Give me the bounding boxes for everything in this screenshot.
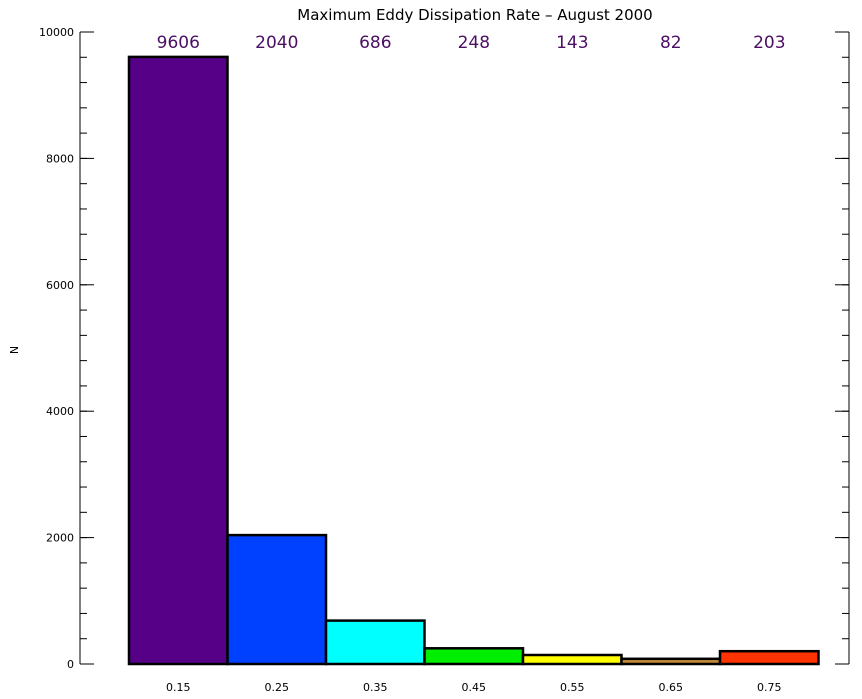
- bar-0-25: [226, 533, 328, 666]
- x-tick-label: 0.45: [462, 681, 487, 694]
- x-tick-label: 0.55: [560, 681, 585, 694]
- bars-group: [127, 55, 820, 666]
- y-tick-label: 6000: [46, 279, 74, 292]
- chart-title: Maximum Eddy Dissipation Rate – August 2…: [297, 6, 652, 24]
- bar-value-label: 686: [359, 33, 391, 53]
- y-axis-label: N: [8, 346, 21, 354]
- x-tick-label: 0.35: [363, 681, 388, 694]
- data-labels-group: 9606 2040 686 248 143 82 203: [157, 33, 786, 53]
- axes-group: 0 2000 4000 6000 8000 10000 0.15 0.25 0.35 0.45 0.…: [39, 26, 850, 694]
- y-tick-label: 2000: [46, 532, 74, 545]
- bar-0-55: [521, 653, 623, 666]
- bar-0-75: [718, 649, 820, 666]
- x-tick-label: 0.65: [659, 681, 684, 694]
- x-tick-label: 0.15: [166, 681, 191, 694]
- bar-0-65: [620, 657, 722, 666]
- x-tick-label: 0.25: [265, 681, 290, 694]
- bar-value-label: 143: [556, 33, 588, 53]
- y-tick-label: 8000: [46, 152, 74, 165]
- bar-value-label: 248: [458, 33, 490, 53]
- bar-value-label: 9606: [157, 33, 200, 53]
- bar-value-label: 82: [660, 33, 682, 53]
- y-tick-label: 10000: [39, 26, 74, 39]
- bar-value-label: 203: [753, 33, 785, 53]
- y-tick-label: 4000: [46, 405, 74, 418]
- y-tick-label: 0: [67, 658, 74, 671]
- bar-0-35: [324, 619, 426, 666]
- bar-0-45: [423, 647, 525, 666]
- bar-value-label: 2040: [255, 33, 298, 53]
- bar-0-15: [127, 55, 229, 666]
- x-tick-label: 0.75: [757, 681, 782, 694]
